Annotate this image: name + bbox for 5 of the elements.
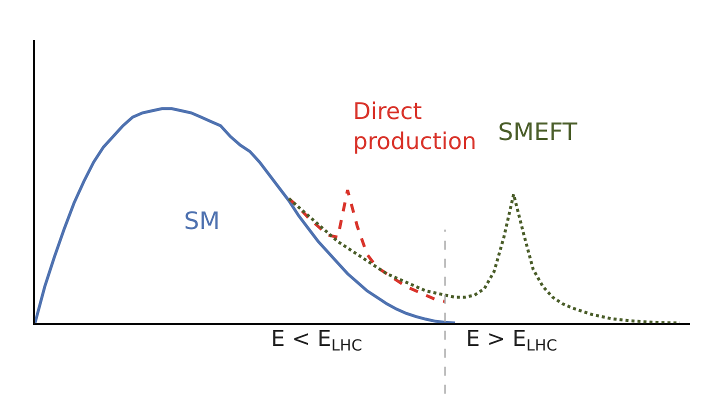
text: SM bbox=[184, 207, 220, 235]
text: E > E$_{LHC}$ bbox=[466, 327, 558, 355]
series-label: Direct production bbox=[353, 99, 477, 155]
text: E < E$_{LHC}$ bbox=[271, 327, 362, 355]
text: SMEFT bbox=[498, 118, 578, 146]
